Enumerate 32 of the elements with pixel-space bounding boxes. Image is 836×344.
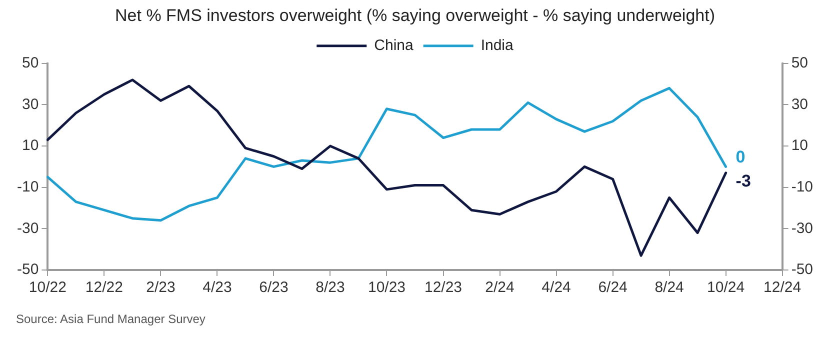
source-note: Source: Asia Fund Manager Survey [16,312,206,326]
x-tick-label: 10/24 [707,279,745,296]
x-tick-label: 10/22 [28,279,66,296]
x-tick-label: 10/23 [368,279,406,296]
y-tick-label: -10 [16,178,39,196]
x-tick-label: 6/23 [259,279,288,296]
x-tick-label: 2/23 [146,279,176,296]
legend-label: India [480,37,514,54]
y-tick-label: -30 [16,220,39,237]
y-tick-label: 10 [22,137,39,154]
y2-tick-label: 30 [791,96,808,113]
data-label: 0 [736,147,746,166]
chart-title: Net % FMS investors overweight (% saying overweight - % saying underweight) [115,6,715,25]
y2-tick-label: 50 [791,54,808,72]
data-label: -3 [736,172,751,191]
y2-tick-label: -50 [791,261,814,278]
x-tick-label: 12/23 [424,279,462,296]
x-tick-label: 6/24 [598,279,628,296]
y-tick-label: 50 [22,54,39,72]
legend-label: China [374,37,414,54]
y2-tick-label: 10 [791,137,808,154]
x-tick-label: 12/24 [764,279,802,296]
x-tick-label: 8/24 [654,279,684,296]
y-tick-label: 30 [22,96,39,113]
y-tick-label: -50 [16,261,39,278]
y2-tick-label: -30 [791,220,814,237]
y2-tick-label: -10 [791,178,814,196]
x-tick-label: 2/24 [485,279,514,296]
x-tick-label: 8/23 [316,279,345,296]
x-tick-label: 4/23 [202,279,232,296]
x-tick-label: 12/22 [85,279,123,296]
x-tick-label: 4/24 [542,279,571,296]
